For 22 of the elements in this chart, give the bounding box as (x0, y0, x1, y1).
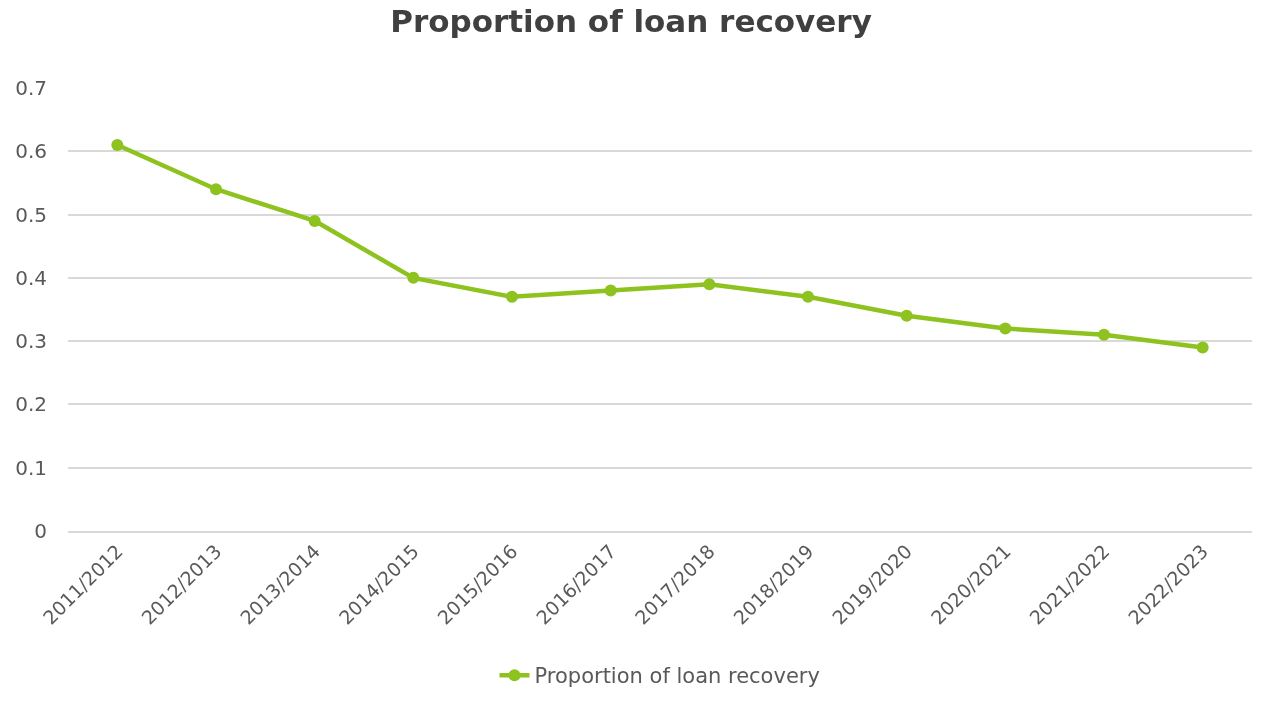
legend-label: Proportion of loan recovery (534, 664, 820, 689)
y-tick-label: 0.6 (15, 139, 47, 164)
y-tick-label: 0 (34, 519, 47, 543)
y-tick-label: 0.1 (15, 455, 47, 480)
point (210, 183, 222, 196)
point (308, 214, 321, 227)
point (604, 284, 617, 297)
chart-title: Proportion of loan recovery (390, 3, 872, 40)
point (703, 278, 716, 291)
y-tick-label: 0.5 (15, 202, 47, 227)
y-tick-label: 0.4 (15, 265, 47, 290)
point (111, 138, 124, 151)
point (802, 290, 814, 303)
point (1098, 328, 1110, 341)
y-tick-label: 0.3 (15, 329, 47, 354)
point (506, 290, 518, 303)
point (407, 271, 420, 284)
point (1196, 341, 1209, 354)
y-tick-label: 0.2 (15, 392, 47, 417)
point (999, 322, 1012, 335)
y-tick-label: 0.7 (15, 76, 47, 100)
point (900, 309, 913, 322)
